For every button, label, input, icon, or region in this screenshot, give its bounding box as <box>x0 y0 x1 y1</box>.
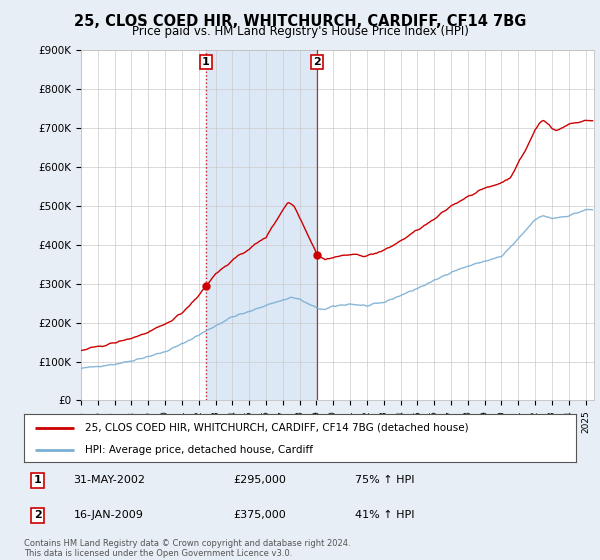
Text: 41% ↑ HPI: 41% ↑ HPI <box>355 510 415 520</box>
Text: 75% ↑ HPI: 75% ↑ HPI <box>355 475 415 486</box>
Text: 25, CLOS COED HIR, WHITCHURCH, CARDIFF, CF14 7BG: 25, CLOS COED HIR, WHITCHURCH, CARDIFF, … <box>74 14 526 29</box>
Text: £295,000: £295,000 <box>234 475 287 486</box>
Text: 1: 1 <box>202 57 209 67</box>
Bar <box>206 50 317 400</box>
Text: £375,000: £375,000 <box>234 510 287 520</box>
Text: Price paid vs. HM Land Registry's House Price Index (HPI): Price paid vs. HM Land Registry's House … <box>131 25 469 38</box>
Text: 2: 2 <box>313 57 321 67</box>
Text: 16-JAN-2009: 16-JAN-2009 <box>74 510 143 520</box>
Text: 25, CLOS COED HIR, WHITCHURCH, CARDIFF, CF14 7BG (detached house): 25, CLOS COED HIR, WHITCHURCH, CARDIFF, … <box>85 423 469 433</box>
Text: 2: 2 <box>34 510 41 520</box>
Text: Contains HM Land Registry data © Crown copyright and database right 2024.
This d: Contains HM Land Registry data © Crown c… <box>24 539 350 558</box>
Text: HPI: Average price, detached house, Cardiff: HPI: Average price, detached house, Card… <box>85 445 313 455</box>
Text: 1: 1 <box>34 475 41 486</box>
Text: 31-MAY-2002: 31-MAY-2002 <box>74 475 146 486</box>
